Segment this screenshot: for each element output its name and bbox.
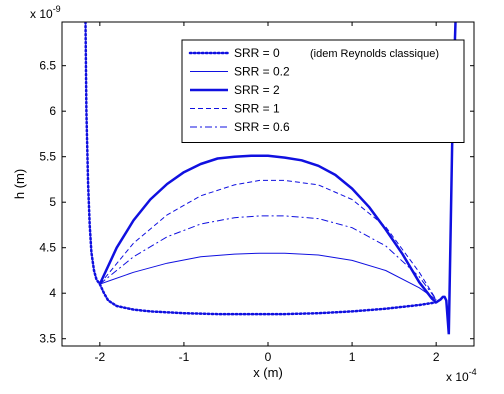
series-line-3 <box>99 179 437 300</box>
y-axis-label: h (m) <box>12 169 27 199</box>
y-multiplier-exponent: -9 <box>53 4 61 14</box>
series-line-0 <box>84 22 438 316</box>
legend-note: (idem Reynolds classique) <box>310 48 439 60</box>
x-tick-label: 1 <box>349 350 356 364</box>
x-tick-label: 0 <box>265 350 272 364</box>
y-axis-multiplier: x 10-9 <box>30 4 61 21</box>
x-tick-label: -1 <box>179 350 190 364</box>
legend: SRR = 0 (idem Reynolds classique) SRR = 0.… <box>181 39 465 143</box>
legend-label: SRR = 0 <box>234 46 280 60</box>
x-axis-label: x (m) <box>253 365 283 380</box>
legend-label: SRR = 1 <box>234 102 280 116</box>
y-tick-label: 4 <box>49 286 56 300</box>
x-axis-multiplier: x 10-4 <box>446 367 477 384</box>
y-tick-label: 4.5 <box>39 241 56 255</box>
x-multiplier-exponent: -4 <box>469 367 477 377</box>
legend-box <box>181 39 465 143</box>
y-multiplier-base: x 10 <box>30 7 53 21</box>
y-tick-label: 3.5 <box>39 332 56 346</box>
x-tick-label: -2 <box>95 350 106 364</box>
series-line-2 <box>98 154 451 335</box>
y-tick-label: 6 <box>49 104 56 118</box>
legend-label: SRR = 0.2 <box>234 65 290 79</box>
y-tick-label: 5 <box>49 195 56 209</box>
ticks-layer: -2 -1 0 1 2 3.5 4 4.5 5 5.5 6 6.5 <box>39 22 474 364</box>
x-tick-label: 2 <box>433 350 440 364</box>
y-tick-label: 6.5 <box>39 59 56 73</box>
x-multiplier-base: x 10 <box>446 370 469 384</box>
legend-label: SRR = 0.6 <box>234 120 290 134</box>
series-line-4 <box>99 215 437 300</box>
series-line-1 <box>99 252 437 301</box>
legend-label: SRR = 2 <box>234 83 280 97</box>
y-tick-label: 5.5 <box>39 150 56 164</box>
